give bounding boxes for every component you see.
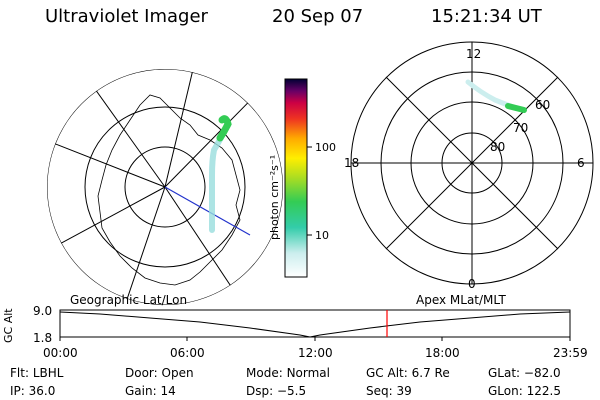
footer-glon: GLon: 122.5 [488, 384, 561, 398]
timeline-xtick-1: 06:00 [170, 346, 205, 360]
orbit-track-line [164, 186, 251, 236]
timeline-xtick-2: 12:00 [298, 346, 333, 360]
timeline-ytick-top: 9.0 [33, 304, 53, 318]
instrument-title: Ultraviolet Imager [45, 6, 208, 27]
lat-label-70: 70 [513, 121, 529, 135]
date-label: 20 Sep 07 [272, 6, 364, 27]
footer-gain: Gain: 14 [125, 384, 176, 398]
footer-gc-alt: GC Alt: 6.7 Re [366, 366, 450, 380]
footer-seq: Seq: 39 [366, 384, 412, 398]
polar-label-top: 12 [466, 47, 482, 61]
timeline-xtick-3: 18:00 [425, 346, 460, 360]
colorbar-tick-10: 10 [315, 229, 329, 242]
footer-flt: Flt: LBHL [10, 366, 64, 380]
footer-dsp: Dsp: −5.5 [246, 384, 307, 398]
polar-label-right: 6 [577, 156, 585, 170]
timeline-xtick-0: 00:00 [43, 346, 78, 360]
time-label: 15:21:34 UT [431, 6, 542, 27]
timeline-right-title: Apex MLat/MLT [416, 293, 506, 307]
lat-label-60: 60 [535, 98, 551, 112]
polar-label-left: 18 [344, 156, 360, 170]
timeline-ytick-bottom: 1.8 [33, 331, 53, 345]
gc-alt-curve [59, 311, 571, 338]
timeline-left-title: Geographic Lat/Lon [70, 293, 188, 307]
geo-map-grid [47, 69, 283, 305]
polar-label-bottom: 0 [468, 277, 476, 291]
colorbar-tick-100: 100 [315, 141, 336, 154]
footer-glat: GLat: −82.0 [488, 366, 561, 380]
footer-mode: Mode: Normal [246, 366, 330, 380]
footer-door: Door: Open [125, 366, 194, 380]
lat-label-80: 80 [490, 140, 506, 154]
timeline-xtick-4: 23:59 [553, 346, 588, 360]
footer-ip: IP: 36.0 [10, 384, 56, 398]
